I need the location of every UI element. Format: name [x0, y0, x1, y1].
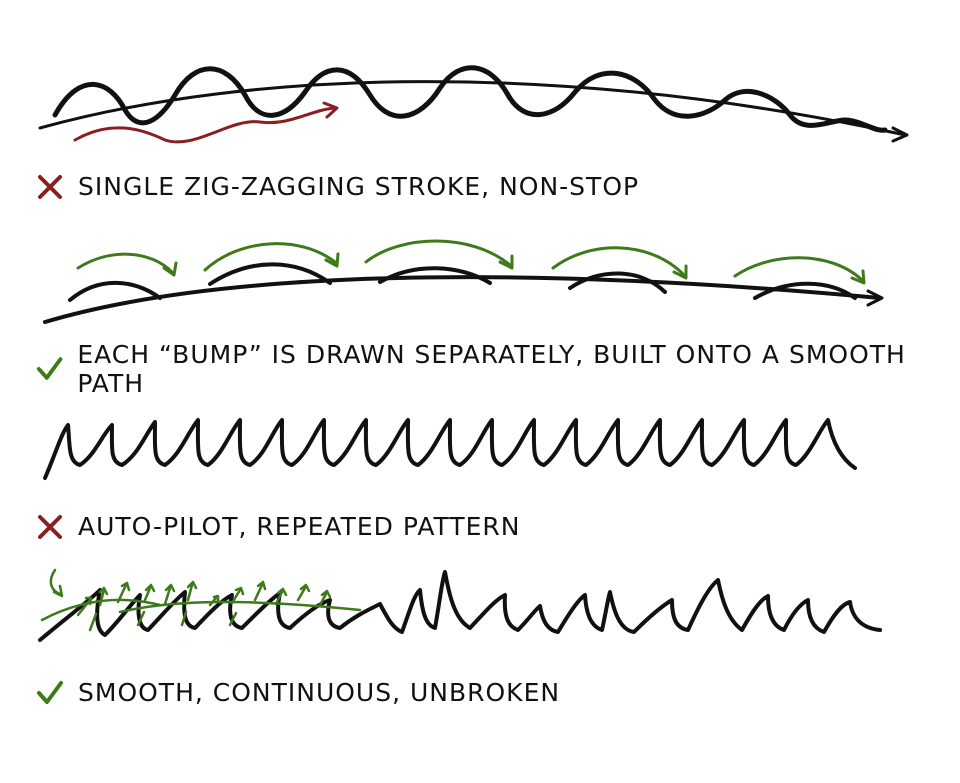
- check-mark-icon: [37, 680, 63, 704]
- example-4-grass-stroke: [38, 570, 882, 642]
- example-2-base-path: [43, 275, 882, 324]
- example-2-bump: [68, 280, 162, 302]
- example-1-zigzag-stroke: [38, 65, 909, 144]
- example-2-arrowhead: [866, 289, 884, 307]
- example-2-bump: [208, 262, 332, 286]
- caption-2: EACH “BUMP” IS DRAWN SEPARATELY, BUILT O…: [36, 340, 960, 398]
- example-2-bump: [378, 266, 492, 285]
- caption-1: SINGLE ZIG-ZAGGING STROKE, NON-STOP: [36, 172, 639, 201]
- example-3-repeated-pattern: [43, 418, 857, 480]
- example-2-bump: [568, 271, 667, 294]
- example-2-green-arrows: [76, 239, 866, 285]
- check-mark-icon: [36, 357, 63, 380]
- example-1-wave-stroke: [52, 65, 888, 133]
- example-4-smooth-continuous: [38, 568, 882, 642]
- example-1-red-motion-stroke: [73, 106, 337, 144]
- example-4-green-arrows: [40, 568, 362, 632]
- example-1-guide-path: [38, 80, 907, 137]
- caption-2-text: EACH “BUMP” IS DRAWN SEPARATELY, BUILT O…: [77, 340, 906, 398]
- caption-3: AUTO-PILOT, REPEATED PATTERN: [36, 512, 520, 541]
- example-2-separate-bumps: [43, 239, 884, 324]
- caption-1-text: SINGLE ZIG-ZAGGING STROKE, NON-STOP: [78, 172, 640, 201]
- x-mark-icon: [38, 174, 62, 199]
- example-1-arrowhead: [891, 126, 909, 143]
- example-3-zigzag-stroke: [43, 418, 857, 480]
- caption-4-text: SMOOTH, CONTINUOUS, UNBROKEN: [78, 678, 561, 707]
- example-1-red-arrowhead: [322, 101, 339, 119]
- caption-3-text: AUTO-PILOT, REPEATED PATTERN: [78, 512, 521, 541]
- caption-4: SMOOTH, CONTINUOUS, UNBROKEN: [36, 678, 560, 707]
- x-mark-icon: [38, 514, 62, 539]
- example-2-bump: [753, 281, 857, 300]
